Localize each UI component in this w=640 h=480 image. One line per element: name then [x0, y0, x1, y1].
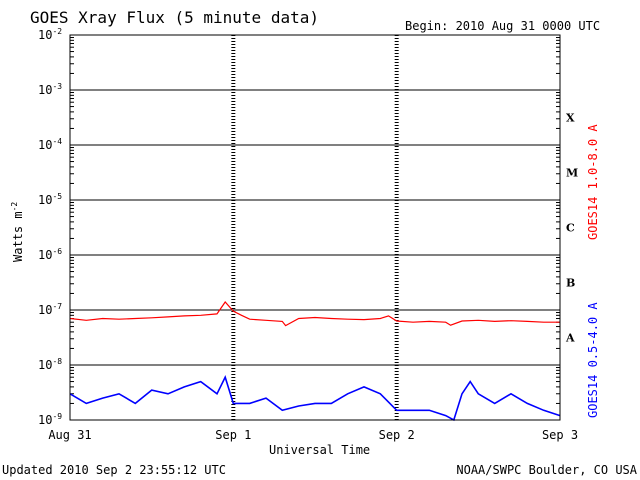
y-tick-label: 10-7	[38, 302, 62, 317]
y-tick-label: 10-2	[38, 27, 62, 42]
x-tick-labels: Aug 31 Sep 1 Sep 2 Sep 3	[48, 428, 578, 442]
y-tick-label: 10-4	[38, 137, 62, 152]
flare-class-label: B	[566, 277, 575, 290]
updated-timestamp: Updated 2010 Sep 2 23:55:12 UTC	[2, 463, 226, 477]
y-tick-label: 10-6	[38, 247, 62, 262]
x-tick-label: Sep 2	[379, 428, 415, 442]
y-tick-label: 10-5	[38, 192, 62, 207]
chart-title: GOES Xray Flux (5 minute data)	[30, 8, 319, 27]
flare-class-label: M	[566, 167, 578, 180]
flare-class-label: C	[566, 222, 575, 235]
y-tick-labels: 10-2 10-3 10-4 10-5 10-6 10-7 10-8 10-9	[38, 27, 62, 427]
flare-class-label: X	[566, 112, 575, 125]
x-tick-label: Sep 1	[215, 428, 251, 442]
plot-frame	[69, 34, 561, 421]
flare-class-label: A	[565, 332, 575, 345]
x-axis-label: Universal Time	[269, 443, 370, 457]
y-tick-label: 10-8	[38, 357, 62, 372]
flare-class-labels: X M C B A	[565, 112, 578, 345]
y-axis-label-exp: -2	[10, 202, 19, 212]
plot-grid	[70, 34, 560, 421]
series-lines	[69, 301, 561, 422]
series-line-long	[69, 301, 560, 327]
y-tick-label: 10-3	[38, 82, 62, 97]
y-tick-label: 10-9	[38, 412, 62, 427]
y-axis-label-base: Watts m	[11, 211, 25, 262]
series-line-short	[69, 375, 561, 422]
legend-series-red: GOES14 1.0-8.0 A	[586, 124, 600, 240]
x-tick-label: Sep 3	[542, 428, 578, 442]
y-axis-label: Watts m-2	[10, 202, 25, 262]
x-tick-label: Aug 31	[48, 428, 91, 442]
begin-label: Begin: 2010 Aug 31 0000 UTC	[405, 19, 600, 33]
credit-text: NOAA/SWPC Boulder, CO USA	[456, 463, 637, 477]
legend-series-blue: GOES14 0.5-4.0 A	[586, 302, 600, 418]
